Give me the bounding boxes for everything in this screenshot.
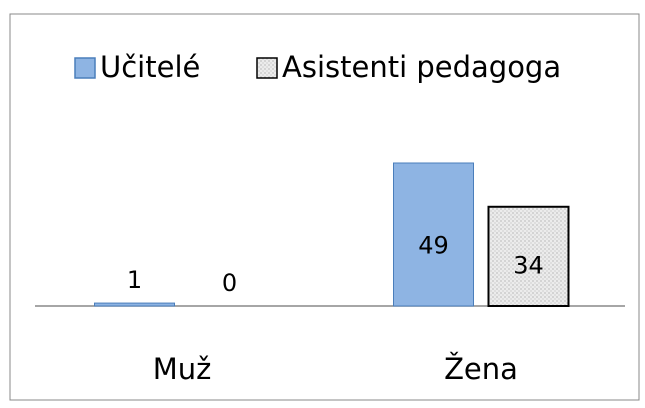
data-label: 0 — [222, 269, 237, 297]
bar — [487, 205, 570, 307]
data-label: 1 — [127, 266, 142, 294]
legend-label: Učitelé — [100, 50, 200, 84]
data-label: 49 — [418, 232, 449, 260]
legend-label: Asistenti pedagoga — [282, 50, 561, 84]
x-tick-label: Muž — [153, 352, 212, 386]
bar — [94, 302, 175, 307]
legend-swatch — [74, 57, 96, 79]
data-label: 34 — [513, 251, 544, 279]
legend-swatch — [256, 57, 278, 79]
x-tick-label: Žena — [444, 352, 518, 386]
bar — [393, 162, 474, 307]
